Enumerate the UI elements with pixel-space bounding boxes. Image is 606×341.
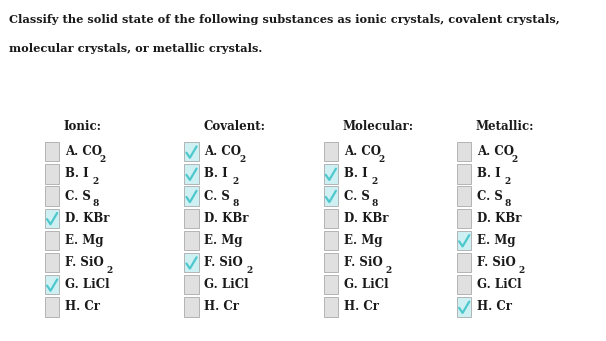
FancyBboxPatch shape bbox=[324, 275, 338, 294]
Text: C. S: C. S bbox=[344, 190, 370, 203]
FancyBboxPatch shape bbox=[457, 275, 471, 294]
Text: H. Cr: H. Cr bbox=[344, 300, 379, 313]
FancyBboxPatch shape bbox=[184, 231, 199, 250]
FancyBboxPatch shape bbox=[457, 208, 471, 228]
Text: C. S: C. S bbox=[477, 190, 503, 203]
Text: A. CO: A. CO bbox=[477, 145, 514, 158]
Text: 2: 2 bbox=[378, 155, 385, 164]
Text: F. SiO: F. SiO bbox=[204, 256, 243, 269]
Text: 2: 2 bbox=[519, 266, 525, 275]
FancyBboxPatch shape bbox=[184, 275, 199, 294]
Text: 8: 8 bbox=[93, 199, 99, 208]
Text: G. LiCl: G. LiCl bbox=[65, 278, 109, 291]
Text: 2: 2 bbox=[99, 155, 106, 164]
FancyBboxPatch shape bbox=[45, 164, 59, 183]
Text: Classify the solid state of the following substances as ionic crystals, covalent: Classify the solid state of the followin… bbox=[9, 14, 560, 25]
Text: E. Mg: E. Mg bbox=[65, 234, 104, 247]
Text: 2: 2 bbox=[511, 155, 518, 164]
Text: F. SiO: F. SiO bbox=[65, 256, 104, 269]
FancyBboxPatch shape bbox=[324, 231, 338, 250]
FancyBboxPatch shape bbox=[324, 186, 338, 206]
Text: D. KBr: D. KBr bbox=[344, 212, 388, 225]
Text: H. Cr: H. Cr bbox=[204, 300, 239, 313]
Text: G. LiCl: G. LiCl bbox=[477, 278, 521, 291]
Text: B. I: B. I bbox=[204, 167, 228, 180]
Text: Molecular:: Molecular: bbox=[342, 120, 413, 133]
Text: 2: 2 bbox=[371, 177, 378, 186]
FancyBboxPatch shape bbox=[45, 208, 59, 228]
FancyBboxPatch shape bbox=[45, 186, 59, 206]
FancyBboxPatch shape bbox=[45, 297, 59, 316]
FancyBboxPatch shape bbox=[457, 142, 471, 161]
FancyBboxPatch shape bbox=[45, 142, 59, 161]
FancyBboxPatch shape bbox=[184, 253, 199, 272]
Text: Covalent:: Covalent: bbox=[203, 120, 265, 133]
Text: B. I: B. I bbox=[344, 167, 367, 180]
Text: H. Cr: H. Cr bbox=[65, 300, 100, 313]
Text: C. S: C. S bbox=[65, 190, 91, 203]
Text: F. SiO: F. SiO bbox=[477, 256, 516, 269]
FancyBboxPatch shape bbox=[184, 186, 199, 206]
Text: 2: 2 bbox=[505, 177, 511, 186]
Text: 2: 2 bbox=[232, 177, 238, 186]
Text: Metallic:: Metallic: bbox=[476, 120, 534, 133]
Text: A. CO: A. CO bbox=[65, 145, 102, 158]
Text: B. I: B. I bbox=[65, 167, 88, 180]
Text: 8: 8 bbox=[232, 199, 239, 208]
Text: D. KBr: D. KBr bbox=[204, 212, 248, 225]
Text: F. SiO: F. SiO bbox=[344, 256, 382, 269]
Text: E. Mg: E. Mg bbox=[477, 234, 516, 247]
FancyBboxPatch shape bbox=[184, 164, 199, 183]
FancyBboxPatch shape bbox=[184, 297, 199, 316]
FancyBboxPatch shape bbox=[457, 253, 471, 272]
Text: E. Mg: E. Mg bbox=[344, 234, 382, 247]
FancyBboxPatch shape bbox=[457, 186, 471, 206]
Text: A. CO: A. CO bbox=[204, 145, 241, 158]
FancyBboxPatch shape bbox=[184, 208, 199, 228]
FancyBboxPatch shape bbox=[324, 253, 338, 272]
FancyBboxPatch shape bbox=[45, 275, 59, 294]
Text: D. KBr: D. KBr bbox=[477, 212, 521, 225]
FancyBboxPatch shape bbox=[457, 231, 471, 250]
Text: B. I: B. I bbox=[477, 167, 501, 180]
Text: molecular crystals, or metallic crystals.: molecular crystals, or metallic crystals… bbox=[9, 43, 262, 54]
FancyBboxPatch shape bbox=[324, 208, 338, 228]
FancyBboxPatch shape bbox=[184, 142, 199, 161]
FancyBboxPatch shape bbox=[324, 297, 338, 316]
FancyBboxPatch shape bbox=[45, 253, 59, 272]
Text: C. S: C. S bbox=[204, 190, 230, 203]
FancyBboxPatch shape bbox=[457, 164, 471, 183]
Text: A. CO: A. CO bbox=[344, 145, 381, 158]
Text: 2: 2 bbox=[107, 266, 113, 275]
FancyBboxPatch shape bbox=[324, 164, 338, 183]
Text: 2: 2 bbox=[239, 155, 245, 164]
Text: 2: 2 bbox=[93, 177, 99, 186]
Text: Ionic:: Ionic: bbox=[64, 120, 102, 133]
Text: 2: 2 bbox=[246, 266, 252, 275]
Text: 8: 8 bbox=[505, 199, 511, 208]
Text: H. Cr: H. Cr bbox=[477, 300, 512, 313]
Text: E. Mg: E. Mg bbox=[204, 234, 243, 247]
Text: 8: 8 bbox=[371, 199, 378, 208]
Text: 2: 2 bbox=[385, 266, 391, 275]
Text: G. LiCl: G. LiCl bbox=[344, 278, 388, 291]
Text: D. KBr: D. KBr bbox=[65, 212, 109, 225]
Text: G. LiCl: G. LiCl bbox=[204, 278, 248, 291]
FancyBboxPatch shape bbox=[45, 231, 59, 250]
FancyBboxPatch shape bbox=[457, 297, 471, 316]
FancyBboxPatch shape bbox=[324, 142, 338, 161]
